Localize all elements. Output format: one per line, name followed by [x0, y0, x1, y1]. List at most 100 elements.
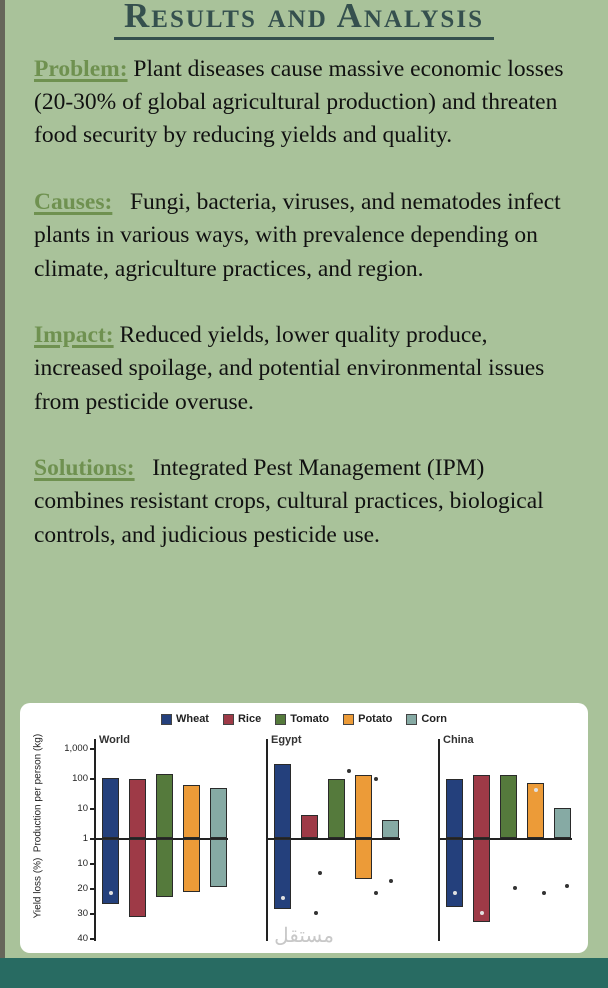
section-solutions-heading: Solutions:	[34, 454, 135, 481]
data-dot	[564, 883, 569, 888]
chart-panel-china: China	[438, 733, 580, 943]
legend-swatch-tomato	[275, 713, 287, 725]
panel-title: China	[443, 734, 474, 746]
loss-bar-rice	[129, 839, 146, 917]
data-dot	[388, 878, 393, 883]
data-dot	[346, 769, 351, 774]
production-bar-potato	[183, 784, 200, 838]
chart-panel-egypt: Egypt	[266, 733, 408, 943]
section-solutions: Solutions: Integrated Pest Management (I…	[34, 452, 580, 552]
tick-mark	[90, 913, 94, 915]
page-title: Results and Analysis	[114, 0, 494, 40]
panel-title: World	[99, 734, 130, 746]
loss-bar-corn	[210, 839, 227, 887]
section-causes-text: Fungi, bacteria, viruses, and nematodes …	[34, 188, 561, 282]
legend-swatch-wheat	[160, 713, 172, 725]
legend-item-corn: Corn	[406, 713, 447, 725]
data-dot	[533, 787, 538, 792]
section-impact-heading: Impact:	[34, 321, 114, 348]
legend-label: Potato	[358, 713, 393, 725]
data-dot	[512, 886, 517, 890]
legend-swatch-potato	[343, 713, 355, 725]
chart-card: Wheat Rice Tomato Potato Corn Production per…	[20, 703, 588, 953]
section-causes-heading: Causes:	[34, 188, 113, 215]
tick-mark	[90, 778, 94, 780]
production-bar-corn	[210, 788, 227, 838]
legend-swatch-corn	[406, 713, 418, 725]
tick-label: 10	[77, 858, 88, 869]
legend-item-wheat: Wheat	[160, 713, 209, 725]
production-bar-rice	[473, 774, 490, 838]
tick-label: 30	[77, 908, 88, 919]
section-causes: Causes: Fungi, bacteria, viruses, and ne…	[34, 186, 580, 286]
tick-label: 40	[77, 933, 88, 944]
y-axis-line	[266, 739, 268, 941]
data-dot	[280, 896, 285, 900]
loss-bar-potato	[355, 839, 372, 879]
loss-bar-wheat	[102, 839, 119, 904]
production-bar-corn	[554, 808, 571, 838]
watermark-text: مستقل	[274, 925, 334, 947]
loss-bar-tomato	[156, 839, 173, 897]
chart-panel-world: World	[90, 733, 236, 943]
bottom-accent-bar	[0, 958, 608, 988]
section-problem-heading: Problem:	[34, 55, 128, 82]
loss-bar-rice	[473, 839, 490, 922]
y-axis-line	[438, 739, 440, 941]
loss-bar-wheat	[446, 839, 463, 907]
data-dot	[108, 891, 113, 895]
production-bar-potato	[527, 782, 544, 838]
loss-bar-wheat	[274, 839, 291, 909]
tick-mark	[90, 938, 94, 940]
chart-legend: Wheat Rice Tomato Potato Corn	[20, 703, 588, 725]
production-bar-rice	[301, 814, 318, 838]
tick-label: 1	[82, 833, 88, 844]
data-dot	[479, 911, 484, 915]
tick-mark	[90, 748, 94, 750]
section-solutions-text: Integrated Pest Management (IPM) combine…	[34, 454, 544, 548]
tick-mark	[90, 863, 94, 865]
chart-panels: World Egypt China	[90, 733, 580, 943]
legend-label: Tomato	[290, 713, 330, 725]
chart-row: Production per person (kg) Yield loss (%…	[28, 733, 580, 944]
tick-label: 1,000	[64, 743, 88, 754]
tick-mark	[90, 808, 94, 810]
production-bar-wheat	[102, 778, 119, 838]
section-impact: Impact: Reduced yields, lower quality pr…	[34, 319, 580, 419]
data-dot	[452, 891, 457, 895]
legend-item-potato: Potato	[343, 713, 392, 725]
x-axis-line	[266, 838, 400, 840]
production-bar-wheat	[274, 764, 291, 838]
x-axis-line	[438, 838, 572, 840]
content-body: Problem: Plant diseases cause massive ec…	[0, 53, 608, 552]
production-bar-tomato	[500, 774, 517, 838]
data-dot	[541, 891, 546, 895]
production-bar-tomato	[328, 778, 345, 838]
tick-label: 10	[77, 803, 88, 814]
production-bar-corn	[382, 819, 399, 838]
legend-item-rice: Rice	[222, 713, 262, 725]
panel-title: Egypt	[271, 734, 302, 746]
y-axis-line	[94, 739, 96, 941]
legend-swatch-rice	[222, 713, 234, 725]
legend-label: Corn	[421, 713, 448, 725]
production-bar-wheat	[446, 778, 463, 838]
production-bar-rice	[129, 778, 146, 838]
data-dot	[317, 871, 322, 875]
tick-label: 100	[72, 773, 88, 784]
section-problem-text: Plant diseases cause massive economic lo…	[34, 55, 564, 149]
section-problem: Problem: Plant diseases cause massive ec…	[34, 53, 580, 153]
tick-label: 20	[77, 883, 88, 894]
axis-ticks: 1,000 100 10 1 10 20 30 40	[28, 733, 94, 944]
production-bar-tomato	[156, 774, 173, 838]
loss-bar-potato	[183, 839, 200, 892]
tick-mark	[90, 888, 94, 890]
section-impact-text: Reduced yields, lower quality produce, i…	[34, 321, 545, 415]
legend-label: Rice	[237, 713, 262, 725]
data-dot	[373, 891, 378, 895]
page-left-edge	[0, 0, 5, 988]
axis-gutter: Production per person (kg) Yield loss (%…	[28, 733, 94, 944]
data-dot	[313, 911, 318, 915]
data-dot	[373, 777, 378, 782]
